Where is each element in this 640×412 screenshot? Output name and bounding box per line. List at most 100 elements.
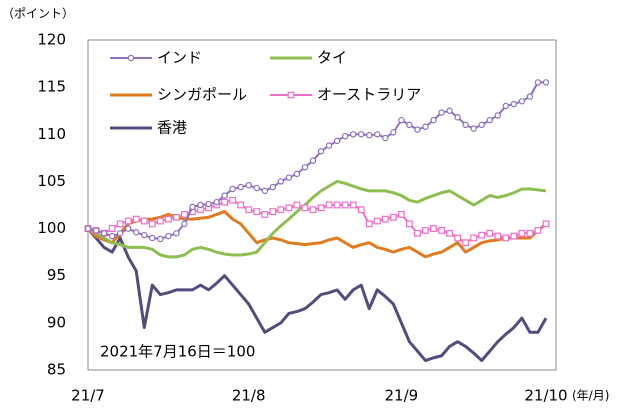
point-marker <box>301 204 309 212</box>
point-marker <box>341 201 349 209</box>
point-marker <box>261 211 269 218</box>
point-marker <box>156 217 164 225</box>
y-tick-label: 90 <box>47 313 66 331</box>
point-marker <box>253 208 261 216</box>
point-marker <box>462 121 469 129</box>
point-marker <box>366 132 373 139</box>
point-marker <box>502 234 510 242</box>
point-marker <box>229 196 237 204</box>
legend-label: シンガポール <box>157 86 247 104</box>
point-marker <box>237 201 245 209</box>
legend-marker <box>127 54 135 62</box>
y-tick-label: 105 <box>37 172 66 190</box>
point-marker <box>309 206 317 214</box>
point-marker <box>462 239 470 247</box>
point-marker <box>341 132 349 140</box>
point-marker <box>333 201 341 209</box>
point-marker <box>189 203 196 211</box>
point-marker <box>92 227 100 234</box>
point-marker <box>398 116 405 124</box>
point-marker <box>277 206 285 214</box>
point-marker <box>325 201 333 209</box>
point-marker <box>261 187 268 195</box>
point-marker <box>124 225 132 232</box>
point-marker <box>197 201 204 209</box>
series-line <box>86 227 548 363</box>
point-marker <box>301 164 309 171</box>
legend-marker <box>287 91 295 99</box>
point-marker <box>100 230 108 237</box>
point-marker <box>373 217 381 225</box>
point-marker <box>317 148 325 155</box>
point-marker <box>309 157 317 164</box>
y-tick-label: 115 <box>37 78 66 96</box>
y-tick-label: 85 <box>47 361 66 379</box>
point-marker <box>333 137 341 145</box>
point-marker <box>542 220 550 228</box>
point-marker <box>285 204 293 212</box>
point-marker <box>478 121 485 129</box>
point-marker <box>253 184 260 192</box>
point-marker <box>494 232 502 240</box>
annotation: 2021年7月16日＝100 <box>100 343 255 361</box>
point-marker <box>542 79 550 86</box>
point-marker <box>245 206 253 214</box>
point-marker <box>510 100 518 108</box>
point-marker <box>470 234 478 242</box>
point-marker <box>172 213 180 221</box>
point-marker <box>414 126 421 133</box>
point-marker <box>157 235 164 243</box>
point-marker <box>470 125 477 132</box>
point-marker <box>430 225 437 232</box>
point-marker <box>221 198 228 206</box>
point-marker <box>406 220 413 228</box>
series-line <box>87 179 547 259</box>
x-unit: (年/月) <box>572 389 609 403</box>
y-tick-label: 110 <box>37 125 66 143</box>
point-marker <box>349 131 357 138</box>
point-marker <box>205 200 212 208</box>
point-marker <box>389 213 397 221</box>
point-marker <box>526 93 534 100</box>
y-tick-label: 120 <box>37 31 66 49</box>
point-marker <box>518 229 526 237</box>
point-marker <box>534 227 542 234</box>
point-marker <box>446 107 453 114</box>
point-marker <box>133 229 140 236</box>
point-marker <box>510 232 518 240</box>
x-tick-label: 21/9 <box>385 387 419 405</box>
point-marker <box>269 208 277 216</box>
point-marker <box>390 129 397 136</box>
point-marker <box>374 131 381 138</box>
point-marker <box>534 79 542 86</box>
point-marker <box>213 198 220 206</box>
point-marker <box>486 116 493 124</box>
point-marker <box>317 204 325 212</box>
point-marker <box>245 181 252 189</box>
point-marker <box>381 215 389 223</box>
x-tick-label: 21/8 <box>232 387 266 405</box>
point-marker <box>181 211 188 218</box>
point-marker <box>237 183 244 191</box>
point-marker <box>148 220 156 228</box>
point-marker <box>478 231 486 239</box>
point-marker <box>454 234 462 242</box>
series-line <box>87 199 547 244</box>
legend-label: インド <box>157 49 202 67</box>
point-marker <box>165 232 172 240</box>
point-marker <box>293 201 301 209</box>
legend-label: タイ <box>317 49 347 67</box>
x-tick-label: 21/10 <box>524 387 567 405</box>
point-marker <box>397 211 405 218</box>
point-marker <box>164 215 172 223</box>
point-marker <box>140 217 148 225</box>
point-marker <box>454 114 461 121</box>
point-marker <box>141 231 148 239</box>
x-tick-label: 21/7 <box>71 387 105 405</box>
series-line <box>86 210 547 259</box>
point-marker <box>325 142 333 149</box>
y-axis-label: （ポイント） <box>2 7 74 21</box>
legend-label: オーストラリア <box>317 86 421 104</box>
point-marker <box>526 229 534 237</box>
